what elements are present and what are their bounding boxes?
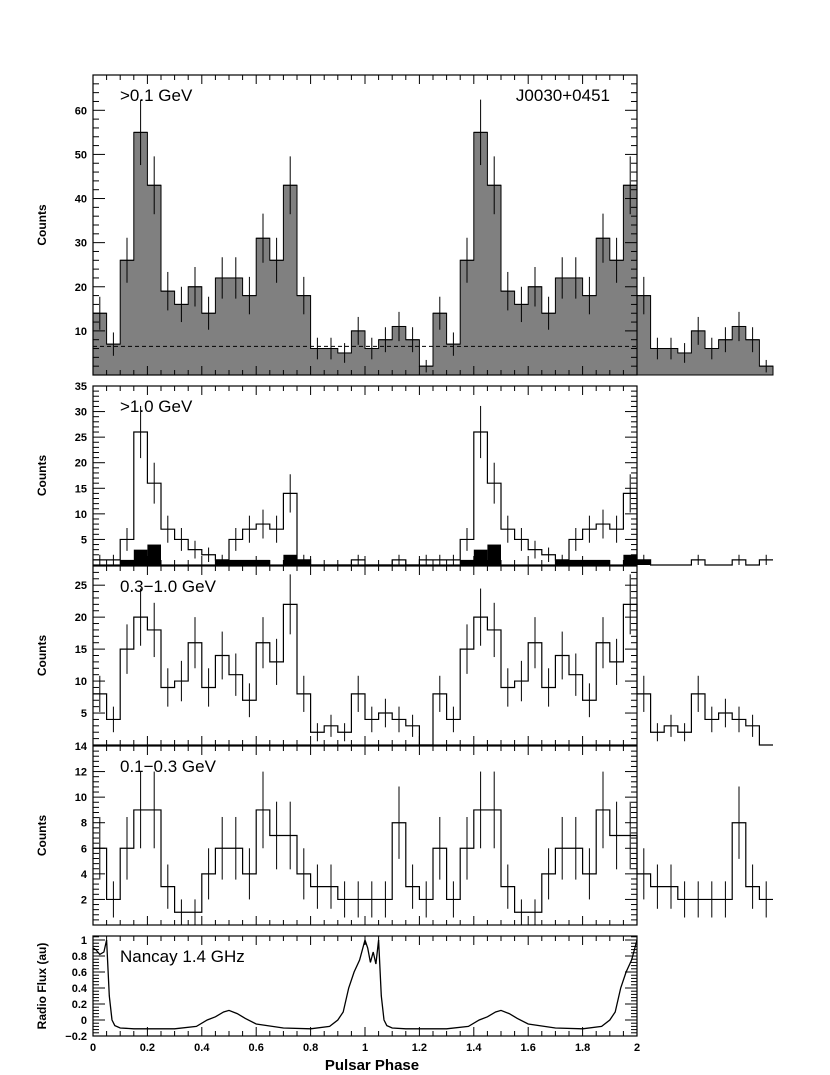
- bin-highenergy-gt10: [147, 544, 161, 565]
- bin-highenergy-gt10: [283, 554, 297, 565]
- y-tick-label: 20: [75, 458, 87, 470]
- source-label: J0030+0451: [516, 86, 610, 105]
- x-tick-label: 1.2: [412, 1042, 427, 1054]
- y-axis-label: Radio Flux (au): [35, 943, 49, 1030]
- y-axis-label: Counts: [35, 815, 49, 857]
- panel-gt01: 10 20 30 40 50 60 Counts >0.1 GeV J0030+0451: [35, 74, 774, 376]
- y-axis-label: Counts: [35, 204, 49, 246]
- y-tick-label: 10: [75, 326, 87, 338]
- y-tick-label: 0.8: [72, 951, 87, 963]
- bin-highenergy-gt10: [229, 559, 243, 565]
- y-tick-label: 25: [75, 580, 87, 592]
- panel-title: 0.1−0.3 GeV: [120, 757, 217, 776]
- y-tick-label: 50: [75, 149, 87, 161]
- y-tick-label: 15: [75, 483, 87, 495]
- x-tick-label: 0.8: [303, 1042, 318, 1054]
- bin-highenergy-gt10: [596, 559, 610, 565]
- y-tick-label: 8: [81, 818, 87, 830]
- panel-title: >1.0 GeV: [120, 397, 193, 416]
- x-tick-label: 1: [362, 1042, 368, 1054]
- bin-highenergy-gt10: [473, 549, 488, 565]
- y-tick-label: 14: [75, 741, 88, 753]
- y-tick-label: 0.2: [72, 999, 87, 1011]
- x-tick-label: 0.6: [249, 1042, 264, 1054]
- y-tick-label: 10: [75, 792, 87, 804]
- y-tick-label: 12: [75, 767, 87, 779]
- x-tick-label: 1.6: [521, 1042, 536, 1054]
- bin-highenergy-gt10: [133, 549, 148, 565]
- y-tick-label: 20: [75, 612, 87, 624]
- y-tick-label: 5: [81, 708, 87, 720]
- y-tick-label: 30: [75, 238, 87, 250]
- radio-profile-line: [92, 937, 638, 1030]
- y-tick-label: 4: [81, 869, 88, 881]
- y-tick-label: 10: [75, 509, 87, 521]
- y-tick-label: 30: [75, 407, 87, 419]
- bin-highenergy-gt10: [569, 559, 583, 565]
- y-tick-label: 0: [81, 1015, 87, 1027]
- y-tick-label: 20: [75, 282, 87, 294]
- bin-highenergy-gt10: [120, 559, 134, 565]
- y-tick-label: 25: [75, 432, 87, 444]
- x-tick-label: 0: [90, 1042, 96, 1054]
- x-tick-label: 2: [634, 1042, 640, 1054]
- bin-highenergy-gt10: [460, 559, 474, 565]
- panel-title: >0.1 GeV: [120, 86, 193, 105]
- y-tick-label: 6: [81, 843, 87, 855]
- x-axis-label: Pulsar Phase: [325, 1057, 419, 1074]
- y-axis-label: Counts: [35, 455, 49, 497]
- y-tick-label: 0.6: [72, 967, 87, 979]
- y-tick-label: 1: [81, 935, 87, 947]
- bin-highenergy-gt10: [582, 559, 597, 565]
- x-tick-label: 0.2: [140, 1042, 155, 1054]
- y-tick-label: 60: [75, 105, 87, 117]
- y-tick-label: 10: [75, 676, 87, 688]
- panel-title: Nancay 1.4 GHz: [120, 947, 245, 966]
- bin-highenergy-gt10: [242, 559, 257, 565]
- bin-highenergy-gt10: [623, 554, 637, 565]
- x-tick-label: 1.8: [575, 1042, 590, 1054]
- bin-highenergy-gt10: [256, 559, 270, 565]
- panel-title: 0.3−1.0 GeV: [120, 577, 217, 596]
- y-tick-label: 35: [75, 381, 87, 393]
- y-tick-label: 0.4: [72, 983, 88, 995]
- x-tick-label: 1.4: [466, 1042, 482, 1054]
- y-tick-label: −0.2: [65, 1031, 87, 1043]
- y-tick-label: 15: [75, 644, 87, 656]
- histogram-01-03: [93, 809, 773, 913]
- panel-gt10: 5 10 15 20 25 30 35 Counts >1.0 GeV: [35, 381, 773, 566]
- panel-03-10: 5 10 15 20 25 Counts 0.3−1.0 GeV: [35, 565, 773, 746]
- y-tick-label: 40: [75, 194, 87, 206]
- y-tick-label: 2: [81, 894, 87, 906]
- x-tick-label: 0.4: [194, 1042, 210, 1054]
- bin-highenergy-gt10: [487, 544, 501, 565]
- y-tick-label: 5: [81, 534, 87, 546]
- panel-01-03: 2 4 6 8 10 12 14 Counts 0.1−0.3 GeV: [35, 741, 773, 926]
- y-axis-label: Counts: [35, 635, 49, 677]
